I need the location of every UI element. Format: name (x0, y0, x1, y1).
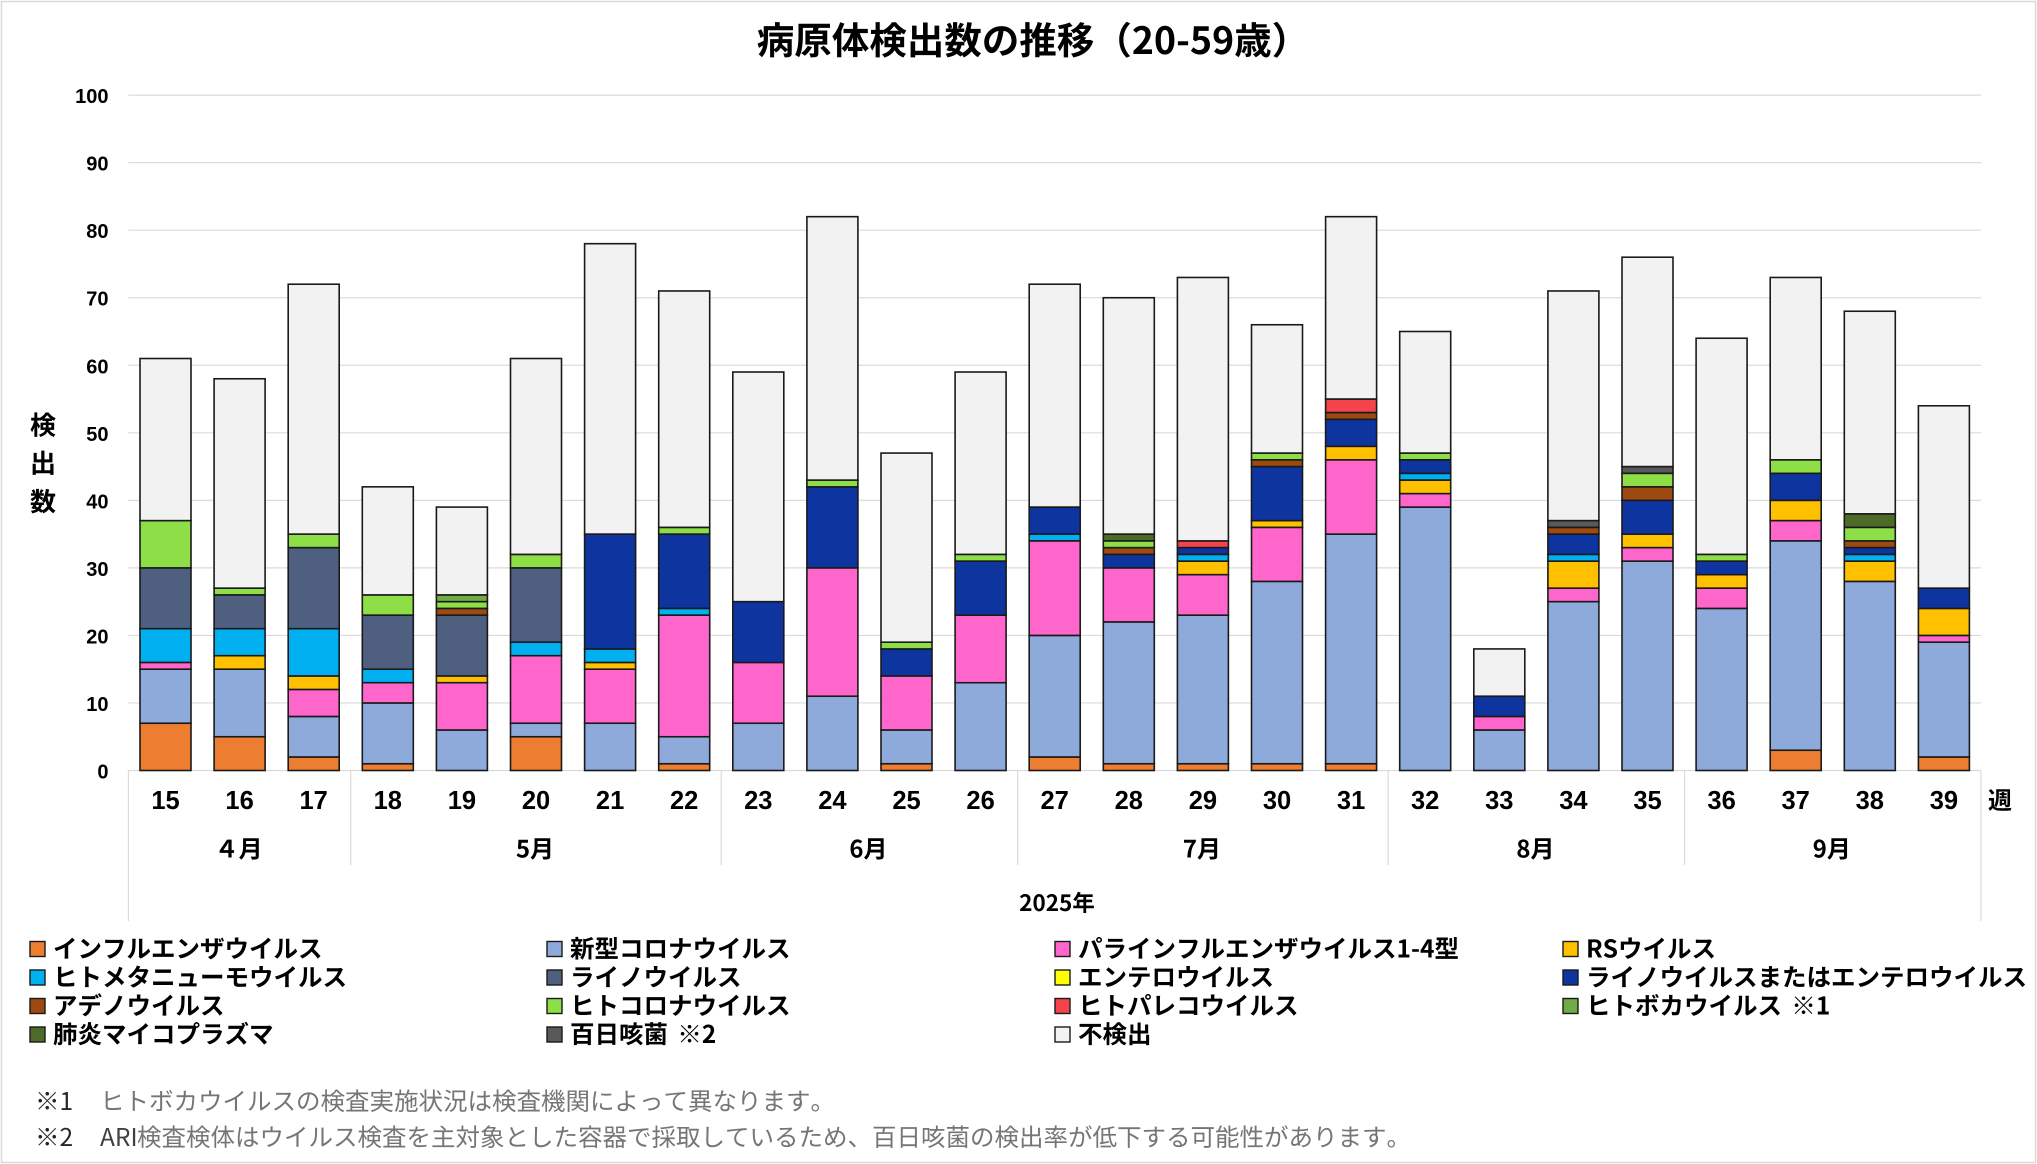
svg-text:20: 20 (522, 787, 550, 815)
svg-text:38: 38 (1856, 787, 1884, 815)
svg-text:30: 30 (86, 559, 108, 581)
svg-text:37: 37 (1782, 787, 1810, 815)
svg-text:40: 40 (86, 491, 108, 513)
svg-text:16: 16 (225, 787, 253, 815)
svg-text:34: 34 (1559, 787, 1588, 815)
svg-text:29: 29 (1189, 787, 1217, 815)
svg-text:60: 60 (86, 356, 108, 378)
svg-text:19: 19 (448, 787, 476, 815)
svg-text:24: 24 (818, 787, 847, 815)
svg-text:33: 33 (1485, 787, 1513, 815)
svg-text:30: 30 (1263, 787, 1291, 815)
svg-text:17: 17 (300, 787, 328, 815)
svg-text:35: 35 (1633, 787, 1661, 815)
svg-text:27: 27 (1041, 787, 1069, 815)
svg-text:36: 36 (1707, 787, 1735, 815)
svg-text:70: 70 (86, 289, 108, 311)
svg-text:22: 22 (670, 787, 698, 815)
svg-text:23: 23 (744, 787, 772, 815)
svg-text:31: 31 (1337, 787, 1365, 815)
svg-text:20: 20 (86, 626, 108, 648)
svg-text:0: 0 (97, 762, 108, 784)
svg-text:25: 25 (892, 787, 920, 815)
svg-text:50: 50 (86, 424, 108, 446)
svg-text:15: 15 (151, 787, 179, 815)
svg-text:32: 32 (1411, 787, 1439, 815)
svg-text:10: 10 (86, 694, 108, 716)
svg-text:100: 100 (75, 86, 108, 108)
svg-text:21: 21 (596, 787, 624, 815)
svg-text:26: 26 (966, 787, 994, 815)
svg-text:90: 90 (86, 154, 108, 176)
svg-text:80: 80 (86, 221, 108, 243)
svg-text:18: 18 (374, 787, 402, 815)
svg-text:39: 39 (1930, 787, 1958, 815)
svg-text:28: 28 (1115, 787, 1143, 815)
